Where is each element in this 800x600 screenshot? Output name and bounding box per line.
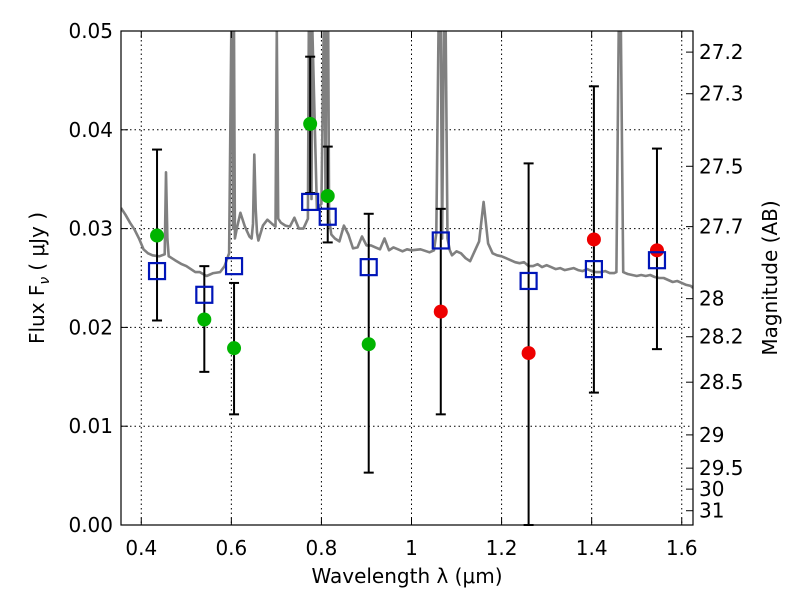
- observed-circle-point: [303, 116, 318, 131]
- axis-ticks: [121, 30, 693, 526]
- mag-tick-label: 27.2: [699, 40, 744, 64]
- model-square-point: [318, 207, 337, 226]
- x-tick-label: 0.4: [125, 536, 157, 560]
- x-tick-label: 1.4: [576, 536, 608, 560]
- mag-tick-label: 31: [699, 499, 724, 523]
- mag-tick-label: 27.7: [699, 215, 744, 239]
- y-tick-label: 0.04: [68, 118, 113, 142]
- observed-circle-point: [433, 304, 448, 319]
- model-square-point: [647, 251, 667, 270]
- observed-circle-point: [227, 341, 242, 356]
- observed-circle-point: [361, 337, 376, 352]
- mag-tick-label: 27.5: [699, 154, 744, 178]
- model-square-point: [431, 231, 450, 250]
- error-bars: [152, 55, 662, 526]
- sed-spectrum-line: [121, 31, 693, 289]
- mag-tick-label: 28: [699, 287, 724, 311]
- x-tick-label: 1: [405, 536, 418, 560]
- x-tick-label: 0.8: [306, 536, 338, 560]
- observed-circle-point: [320, 188, 335, 203]
- mag-tick-label: 28.2: [699, 325, 744, 349]
- grid-lines: [121, 31, 693, 525]
- y-axis-label: Flux Fν ( μJy ): [25, 212, 53, 344]
- model-square-point: [584, 260, 604, 279]
- model-square-point: [301, 192, 320, 212]
- y-tick-label: 0.05: [68, 19, 113, 43]
- y-axis-label-unit: ( μJy ): [25, 212, 49, 271]
- mag-tick-label: 29.5: [699, 456, 744, 480]
- observed-circle-point: [197, 312, 212, 327]
- y-tick-label: 0.02: [68, 315, 113, 339]
- model-square-point: [359, 258, 378, 277]
- mag-tick-label: 27.3: [699, 82, 744, 106]
- model-square-point: [519, 271, 538, 291]
- model-square-point: [147, 261, 167, 281]
- right-axis-label: Magnitude (AB): [758, 200, 782, 355]
- observed-circle-point: [586, 232, 601, 247]
- model-square-point: [224, 257, 244, 276]
- plot-frame: [120, 30, 694, 526]
- y-tick-label: 0.00: [68, 513, 113, 537]
- x-axis-label: Wavelength λ (μm): [311, 564, 502, 588]
- y-tick-label: 0.03: [68, 217, 113, 241]
- observed-circle-point: [649, 243, 664, 258]
- x-tick-label: 0.6: [215, 536, 247, 560]
- x-tick-label: 1.2: [486, 536, 518, 560]
- model-square-point: [195, 285, 214, 304]
- y-axis-label-text: Flux F: [25, 285, 49, 344]
- mag-tick-label: 30: [699, 477, 724, 501]
- data-markers: [147, 116, 667, 361]
- mag-tick-label: 28.5: [699, 370, 744, 394]
- observed-circle-point: [150, 228, 165, 243]
- mag-tick-label: 29: [699, 423, 724, 447]
- observed-circle-point: [521, 346, 536, 361]
- x-tick-label: 1.6: [666, 536, 698, 560]
- y-axis-label-subscript: ν: [37, 277, 53, 285]
- y-tick-labels: 0.00 0.01 0.02 0.03 0.04 0.05: [68, 19, 113, 537]
- x-tick-labels: 0.4 0.6 0.8 1 1.2 1.4 1.6: [125, 536, 697, 560]
- y-tick-label: 0.01: [68, 414, 113, 438]
